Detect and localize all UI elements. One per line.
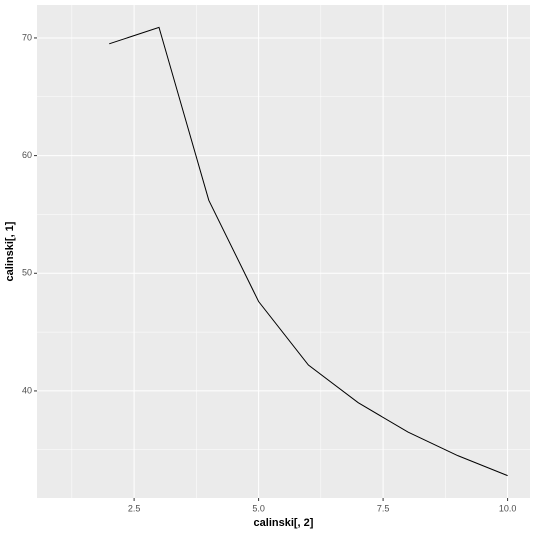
y-tick-label: 50 (22, 268, 32, 278)
x-tick-label: 5.0 (252, 503, 265, 513)
x-tick-label: 10.0 (499, 503, 517, 513)
panel (37, 5, 530, 498)
y-axis-title: calinski[, 1] (4, 221, 16, 281)
y-tick-label: 70 (22, 32, 32, 42)
x-axis-title: calinski[, 2] (254, 517, 314, 529)
x-tick-label: 7.5 (377, 503, 390, 513)
x-tick-label: 2.5 (128, 503, 141, 513)
y-tick-label: 40 (22, 385, 32, 395)
line (109, 26, 508, 477)
y-tick-label: 60 (22, 150, 32, 160)
